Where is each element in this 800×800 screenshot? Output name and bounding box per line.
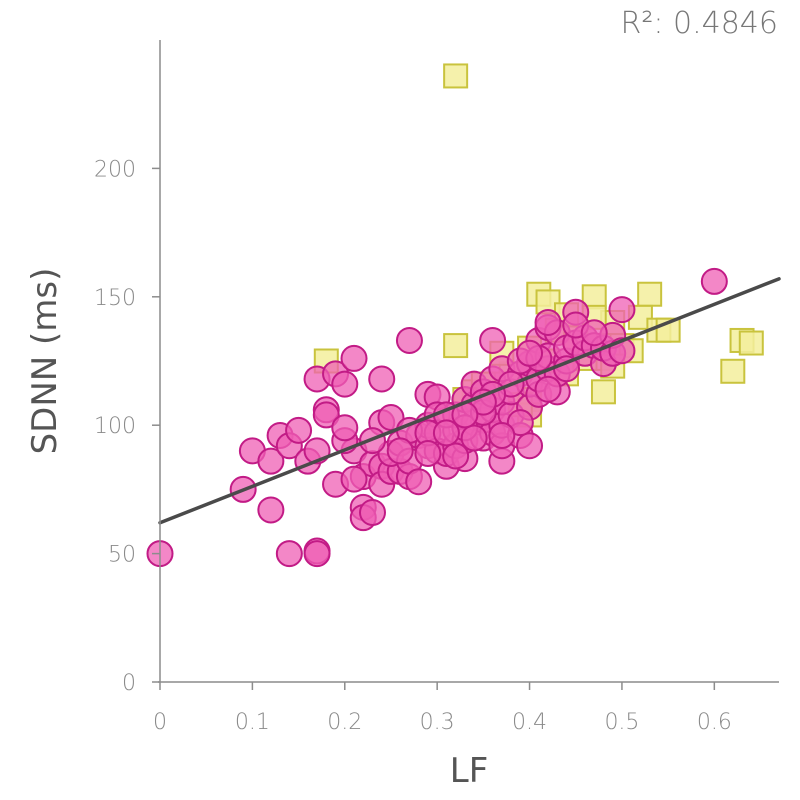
y-tick-label: 150 — [94, 286, 136, 311]
x-tick-label: 0.5 — [604, 710, 639, 735]
circle-point — [285, 416, 313, 444]
circle-point — [608, 296, 636, 324]
circle-point — [580, 319, 608, 347]
circle-point — [340, 465, 368, 493]
circle-point — [488, 421, 516, 449]
y-tick-label: 200 — [94, 157, 136, 182]
square-point — [738, 330, 764, 356]
circle-point — [442, 442, 470, 470]
square-point — [443, 63, 469, 89]
circle-point — [700, 267, 728, 295]
circle-point — [506, 409, 534, 437]
x-tick-label: 0.6 — [697, 710, 732, 735]
circle-point — [358, 499, 386, 527]
x-axis-ticks: 0 0.1 0.2 0.3 0.4 0.5 0.6 — [153, 682, 732, 735]
y-axis-ticks: 0 50 100 150 200 — [94, 157, 160, 696]
square-point — [590, 379, 616, 405]
regression-line — [158, 277, 781, 525]
y-tick-label: 100 — [94, 414, 136, 439]
x-tick-label: 0.1 — [235, 710, 270, 735]
circle-point — [534, 375, 562, 403]
circle-point — [331, 370, 359, 398]
circle-point — [368, 365, 396, 393]
plot-marks — [146, 63, 764, 568]
circle-point — [395, 326, 423, 354]
circle-point — [303, 540, 331, 568]
square-point — [720, 358, 746, 384]
circle-point — [516, 432, 544, 460]
x-tick-label: 0.2 — [327, 710, 362, 735]
x-tick-label: 0 — [153, 710, 167, 735]
circle-point — [405, 468, 433, 496]
circle-point — [312, 401, 340, 429]
circle-point — [432, 419, 460, 447]
x-tick-label: 0.4 — [512, 710, 547, 735]
r-squared-label: R²: 0.4846 — [621, 6, 779, 41]
x-tick-label: 0.3 — [420, 710, 455, 735]
circle-point — [257, 447, 285, 475]
x-axis-title: LF — [450, 751, 489, 791]
circle-point — [275, 540, 303, 568]
circle-point — [331, 414, 359, 442]
circle-point — [479, 326, 507, 354]
y-tick-label: 50 — [108, 543, 136, 568]
circle-point — [257, 496, 285, 524]
circle-point — [516, 339, 544, 367]
y-tick-label: 0 — [122, 671, 136, 696]
y-axis-title: SDNN (ms) — [25, 268, 65, 455]
square-point — [443, 333, 469, 359]
circle-point — [414, 439, 442, 467]
square-point — [637, 281, 663, 307]
circle-point — [460, 424, 488, 452]
circle-point — [534, 308, 562, 336]
circle-point — [386, 437, 414, 465]
circle-point — [340, 344, 368, 372]
